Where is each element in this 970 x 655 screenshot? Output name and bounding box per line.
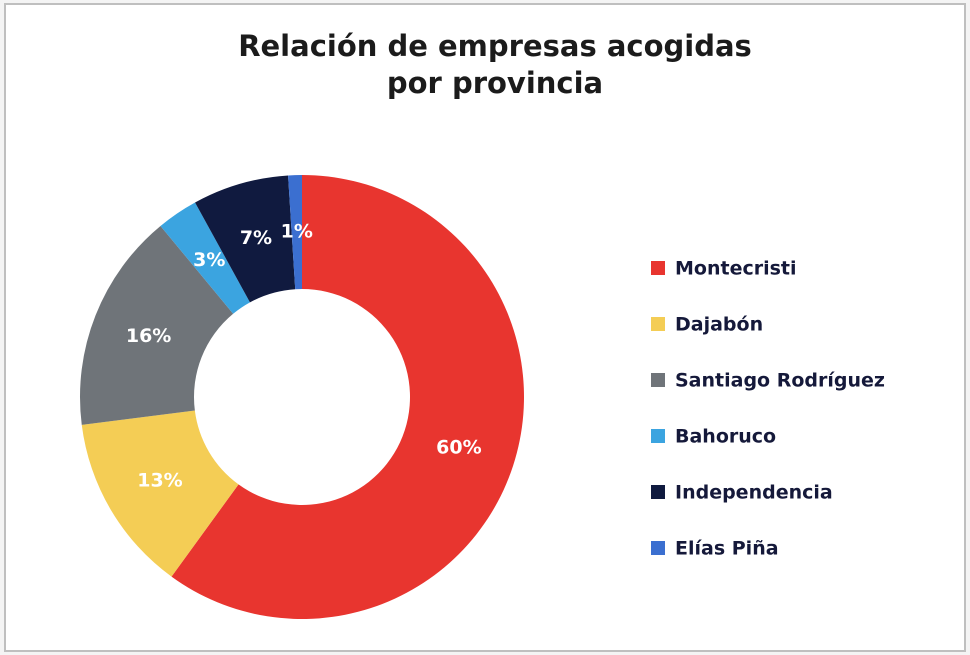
legend-label: Elías Piña xyxy=(675,538,779,560)
donut-slice xyxy=(80,225,234,425)
legend-swatch xyxy=(651,485,665,499)
legend-label: Independencia xyxy=(675,482,833,504)
data-label: 1% xyxy=(281,221,313,243)
donut-slice xyxy=(195,175,296,303)
legend-swatch xyxy=(651,373,665,387)
legend-swatch xyxy=(651,429,665,443)
data-label: 60% xyxy=(436,436,481,458)
chart-title: Relación de empresas acogidas xyxy=(238,29,752,63)
donut-slice xyxy=(160,202,250,314)
data-label: 16% xyxy=(126,325,171,347)
data-label: 13% xyxy=(137,469,182,491)
data-label: 7% xyxy=(240,227,272,249)
legend-label: Dajabón xyxy=(675,314,763,336)
donut-slice xyxy=(171,175,525,619)
legend-label: Santiago Rodríguez xyxy=(675,370,885,392)
legend-swatch xyxy=(651,317,665,331)
chart-title: por provincia xyxy=(387,66,603,100)
donut-slice xyxy=(81,410,239,577)
data-label: 3% xyxy=(193,249,225,271)
legend-label: Montecristi xyxy=(675,258,797,280)
donut-slice xyxy=(288,175,302,290)
legend-swatch xyxy=(651,541,665,555)
legend-swatch xyxy=(651,261,665,275)
legend-label: Bahoruco xyxy=(675,426,776,448)
